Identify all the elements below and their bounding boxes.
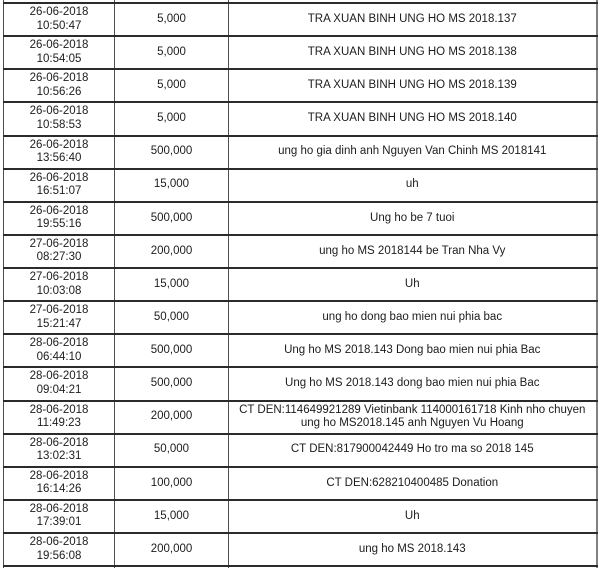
description-cell: ung ho gia dinh anh Nguyen Van Chinh MS … xyxy=(228,134,597,170)
table-body: 26-06-2018 10:50:47 5,000 TRA XUAN BINH UN… xyxy=(3,0,597,568)
table-row: 26-06-2018 13:56:40 500,000 ung ho gia din… xyxy=(3,134,597,170)
description-cell: ung ho dong bao mien nui phia bac xyxy=(228,300,597,336)
datetime-cell: 27-06-2018 10:03:08 xyxy=(3,266,115,303)
datetime-cell: 26-06-2018 10:54:05 xyxy=(3,35,115,71)
description-cell: uh xyxy=(228,167,597,203)
datetime-cell: 27-06-2018 08:27:30 xyxy=(3,233,115,270)
amount-cell: 15,000 xyxy=(114,498,229,535)
description-cell: ung ho MS 2018144 be Tran Nha Vy xyxy=(228,233,597,270)
amount-cell: 50,000 xyxy=(114,300,229,336)
description-cell: CT DEN:114649921289 Vietinbank 114000161… xyxy=(228,399,597,435)
description-cell: Uh xyxy=(228,498,597,535)
table-row: 27-06-2018 10:03:08 15,000 Uh xyxy=(3,266,597,303)
table-row: 27-06-2018 15:21:47 50,000 ung ho dong bao… xyxy=(3,300,597,336)
transaction-table: 26-06-2018 10:50:47 5,000 TRA XUAN BINH UN… xyxy=(3,0,598,568)
amount-cell: 200,000 xyxy=(114,399,229,435)
amount-cell: 5,000 xyxy=(114,101,229,137)
datetime-cell: 28-06-2018 06:44:10 xyxy=(3,333,115,369)
partial-row-top xyxy=(3,0,597,4)
datetime-cell: 28-06-2018 13:02:31 xyxy=(3,432,115,468)
table-row: 28-06-2018 19:56:08 200,000 ung ho MS 2018… xyxy=(3,531,597,568)
amount-cell: 200,000 xyxy=(114,233,229,270)
table-row: 26-06-2018 10:58:53 5,000 TRA XUAN BINH UN… xyxy=(3,101,597,137)
table-row: 26-06-2018 19:55:16 500,000 Ung ho be 7 tu… xyxy=(3,200,597,236)
datetime-cell: 28-06-2018 19:56:08 xyxy=(3,531,115,568)
amount-cell: 15,000 xyxy=(114,266,229,303)
amount-cell: 50,000 xyxy=(114,432,229,468)
table-row: 28-06-2018 11:49:23 200,000 CT DEN:1146499… xyxy=(3,399,597,435)
table-row: 26-06-2018 10:54:05 5,000 TRA XUAN BINH UN… xyxy=(3,35,597,71)
description-cell: CT DEN:817900042449 Ho tro ma so 2018 14… xyxy=(228,432,597,468)
description-cell: Uh xyxy=(228,266,597,303)
table-row: 28-06-2018 13:02:31 50,000 CT DEN:81790004… xyxy=(3,432,597,468)
amount-cell: 15,000 xyxy=(114,167,229,203)
description-cell: ung ho MS 2018.143 xyxy=(228,531,597,568)
amount-cell: 500,000 xyxy=(114,366,229,402)
datetime-cell: 28-06-2018 09:04:21 xyxy=(3,366,115,402)
datetime-cell: 27-06-2018 15:21:47 xyxy=(3,300,115,336)
amount-cell: 5,000 xyxy=(114,68,229,104)
datetime-cell: 28-06-2018 16:14:26 xyxy=(3,465,115,501)
description-cell: TRA XUAN BINH UNG HO MS 2018.140 xyxy=(228,101,597,137)
datetime-cell: 28-06-2018 11:49:23 xyxy=(3,399,115,435)
description-cell: Ung ho MS 2018.143 dong bao mien nui phi… xyxy=(228,366,597,402)
amount-cell: 5,000 xyxy=(114,1,229,38)
table-row: 28-06-2018 06:44:10 500,000 Ung ho MS 2018… xyxy=(3,333,597,369)
datetime-cell: 26-06-2018 16:51:07 xyxy=(3,167,115,203)
table-row: 26-06-2018 10:50:47 5,000 TRA XUAN BINH UN… xyxy=(3,1,597,38)
amount-cell: 100,000 xyxy=(114,465,229,501)
description-cell: TRA XUAN BINH UNG HO MS 2018.138 xyxy=(228,35,597,71)
datetime-cell: 26-06-2018 10:58:53 xyxy=(3,101,115,137)
description-cell xyxy=(228,0,597,4)
datetime-cell: 26-06-2018 10:56:26 xyxy=(3,68,115,104)
datetime-cell: 26-06-2018 19:55:16 xyxy=(3,200,115,236)
amount-cell: 500,000 xyxy=(114,333,229,369)
datetime-cell: 26-06-2018 10:50:47 xyxy=(3,1,115,38)
table-row: 26-06-2018 16:51:07 15,000 uh xyxy=(3,167,597,203)
amount-cell: 5,000 xyxy=(114,35,229,71)
table-row: 27-06-2018 08:27:30 200,000 ung ho MS 2018… xyxy=(3,233,597,270)
description-cell: TRA XUAN BINH UNG HO MS 2018.139 xyxy=(228,68,597,104)
table-row: 28-06-2018 16:14:26 100,000 CT DEN:6282104… xyxy=(3,465,597,501)
description-cell: Uh xyxy=(228,565,597,568)
amount-cell: 500,000 xyxy=(114,200,229,236)
table-row: 28-06-2018 17:39:01 15,000 Uh xyxy=(3,498,597,535)
table-row: 28-06-2018 09:04:21 500,000 Ung ho MS 2018… xyxy=(3,366,597,402)
table-row: 26-06-2018 10:56:26 5,000 TRA XUAN BINH UN… xyxy=(3,68,597,104)
datetime-cell: 28-06-2018 17:39:01 xyxy=(3,498,115,535)
datetime-cell: 26-06-2018 13:56:40 xyxy=(3,134,115,170)
description-cell: Ung ho MS 2018.143 Dong bao mien nui phi… xyxy=(228,333,597,369)
description-cell: TRA XUAN BINH UNG HO MS 2018.137 xyxy=(228,1,597,38)
amount-cell: 200,000 xyxy=(114,531,229,568)
description-cell: Ung ho be 7 tuoi xyxy=(228,200,597,236)
description-cell: CT DEN:628210400485 Donation xyxy=(228,465,597,501)
amount-cell: 500,000 xyxy=(114,134,229,170)
